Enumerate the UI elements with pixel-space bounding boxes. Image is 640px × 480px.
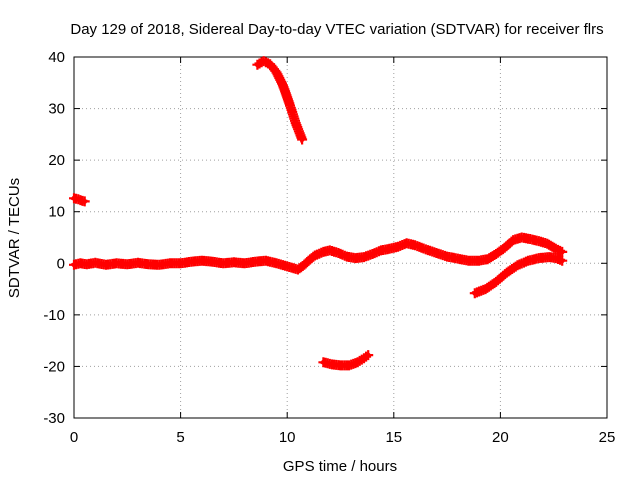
data-point <box>557 255 568 266</box>
tick-labels: 0 5 10 15 20 25 -30 -20 -10 0 10 20 30 40 <box>43 49 615 446</box>
x-tick-label: 0 <box>70 429 78 446</box>
y-tick-label: 0 <box>57 255 65 272</box>
y-axis-label: SDTVAR / TECUs <box>6 178 23 298</box>
y-tick-label: 10 <box>48 204 65 221</box>
y-tick-label: 20 <box>48 152 65 169</box>
x-tick-label: 20 <box>492 429 509 446</box>
y-tick-label: -30 <box>43 410 65 427</box>
series-dip-arc <box>318 350 374 371</box>
y-tick-label: -20 <box>43 358 65 375</box>
data-point <box>361 351 372 362</box>
series-high-arc <box>252 56 308 145</box>
plot-frame <box>73 56 608 419</box>
data-point <box>79 196 90 207</box>
data-point <box>363 350 374 361</box>
y-tick-label: -10 <box>43 307 65 324</box>
y-tick-label: 40 <box>48 49 65 66</box>
x-tick-label: 25 <box>599 429 616 446</box>
data-marks <box>69 56 568 371</box>
x-tick-label: 10 <box>279 429 296 446</box>
series-start-segment <box>69 193 90 207</box>
axes <box>73 56 608 419</box>
chart-title: Day 129 of 2018, Sidereal Day-to-day VTE… <box>70 21 603 38</box>
series-main-track <box>69 232 568 275</box>
x-tick-label: 15 <box>385 429 402 446</box>
data-point <box>297 134 308 145</box>
x-tick-label: 5 <box>176 429 184 446</box>
x-axis-label: GPS time / hours <box>283 458 397 475</box>
data-point <box>557 246 568 257</box>
y-tick-label: 30 <box>48 101 65 118</box>
series-lower-track <box>469 252 568 299</box>
